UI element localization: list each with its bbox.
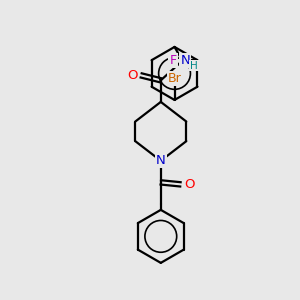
Text: Br: Br xyxy=(168,72,182,85)
Text: O: O xyxy=(127,69,138,82)
Text: O: O xyxy=(184,178,194,191)
Text: F: F xyxy=(169,54,176,67)
Text: N: N xyxy=(156,154,166,167)
Text: N: N xyxy=(181,54,190,67)
Text: H: H xyxy=(190,61,198,70)
